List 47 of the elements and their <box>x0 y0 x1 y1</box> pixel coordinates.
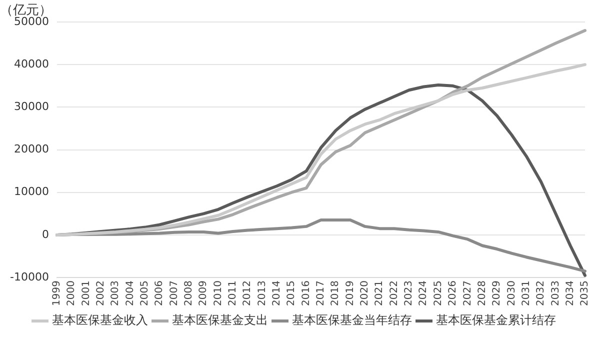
x-tick-label: 2032 <box>536 280 547 306</box>
x-tick-label: 2020 <box>360 280 371 306</box>
x-tick-label: 2025 <box>432 280 444 306</box>
x-tick-label: 2019 <box>344 280 356 306</box>
x-tick-label: 2024 <box>418 280 430 306</box>
x-tick-label: 1999 <box>52 280 63 306</box>
x-tick-label: 2010 <box>212 280 224 306</box>
x-tick-label: 2017 <box>316 280 327 306</box>
x-tick-label: 2000 <box>66 280 78 306</box>
x-tick-label: 2035 <box>580 280 591 306</box>
x-tick-label: 2012 <box>242 280 254 306</box>
y-tick-label: -10000 <box>10 270 49 284</box>
x-tick-label: 2008 <box>184 280 195 306</box>
x-tick-label: 2003 <box>110 280 122 306</box>
x-tick-label: 2009 <box>198 280 210 306</box>
y-tick-label: 40000 <box>14 57 49 70</box>
legend-label: 基本医保基金支出 <box>172 313 268 328</box>
y-tick-label: 0 <box>42 228 49 241</box>
x-tick-label: 2021 <box>374 280 386 306</box>
x-tick-label: 2007 <box>168 280 180 306</box>
y-tick-label: 20000 <box>14 142 49 156</box>
x-tick-label: 2014 <box>272 280 283 306</box>
legend-label: 基本医保基金收入 <box>52 313 148 328</box>
x-tick-label: 2011 <box>228 280 239 306</box>
legend-label: 基本医保基金当年结存 <box>292 313 412 328</box>
y-tick-label: 30000 <box>14 100 49 114</box>
x-tick-label: 2015 <box>286 280 298 306</box>
x-tick-label: 2028 <box>476 280 488 306</box>
x-tick-label: 2030 <box>506 280 518 306</box>
x-tick-label: 2031 <box>520 280 532 306</box>
x-tick-label: 2004 <box>124 280 136 306</box>
x-tick-label: 2005 <box>140 280 151 306</box>
x-tick-label: 2034 <box>564 280 576 306</box>
x-tick-label: 2002 <box>96 280 107 306</box>
x-tick-label: 2013 <box>256 280 268 306</box>
x-tick-label: 2016 <box>300 280 312 306</box>
x-tick-label: 2018 <box>330 280 342 306</box>
legend-label: 基本医保基金累计结存 <box>436 313 556 328</box>
x-tick-label: 2033 <box>550 280 562 306</box>
x-tick-label: 2027 <box>462 280 474 306</box>
x-tick-label: 2001 <box>80 280 92 306</box>
x-tick-label: 2023 <box>404 280 415 306</box>
x-tick-label: 2029 <box>492 280 503 306</box>
x-tick-label: 2022 <box>388 280 400 306</box>
x-tick-label: 2026 <box>448 280 459 306</box>
y-tick-label: 10000 <box>14 185 49 198</box>
x-tick-label: 2006 <box>154 280 166 306</box>
